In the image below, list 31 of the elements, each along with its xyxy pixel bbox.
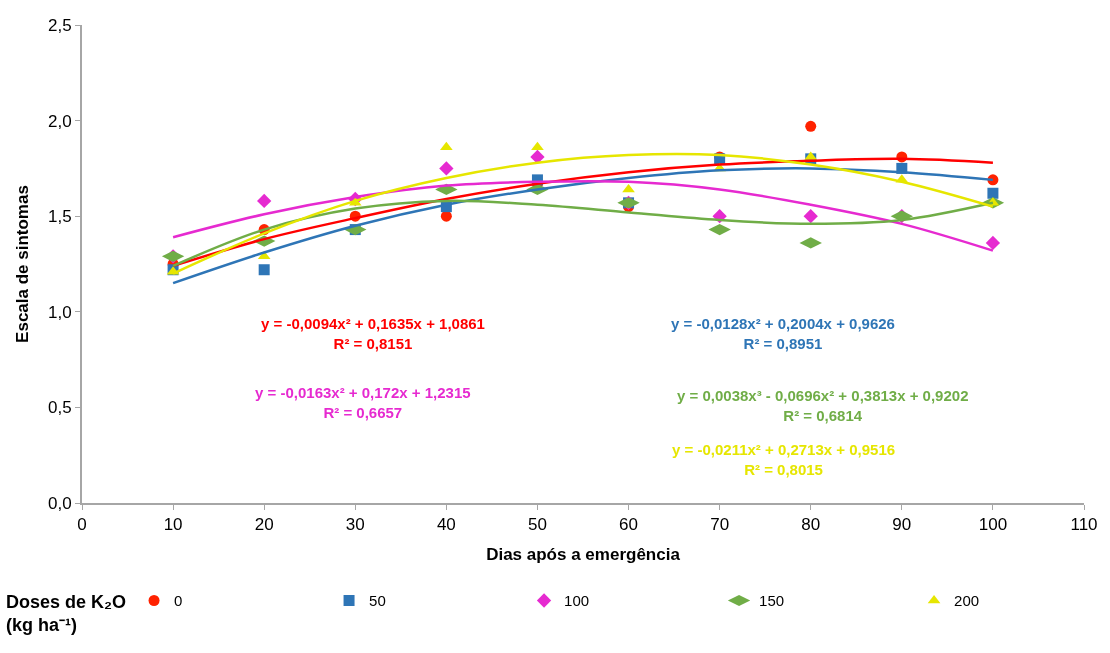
x-tick-label: 90	[892, 515, 912, 535]
annotation: y = -0,0211x² + 0,2713x + 0,9516 R² = 0,8015	[672, 441, 896, 478]
y-tick-label: 0,0	[47, 493, 72, 513]
x-tick-label: 100	[978, 515, 1008, 535]
x-tick-label: 70	[710, 515, 730, 535]
x-tick-label: 40	[436, 515, 456, 535]
annotation: y = -0,0163x² + 0,172x + 1,2315 R² = 0,6657	[255, 384, 471, 421]
y-tick-label: 0,5	[47, 398, 72, 418]
x-tick-label: 10	[163, 515, 183, 535]
legend-label: 200	[954, 592, 980, 610]
y-axis-title: Escala de sintomas	[13, 185, 33, 343]
legend-label: 50	[369, 592, 386, 610]
x-tick-label: 20	[254, 515, 274, 535]
x-tick-label: 60	[619, 515, 639, 535]
legend-label: 0	[174, 592, 183, 610]
x-tick-label: 50	[527, 515, 547, 535]
annotation: y = -0,0094x² + 0,1635x + 1,0861 R² = 0,8151	[261, 315, 485, 352]
y-tick-label: 1,5	[47, 207, 72, 227]
legend-label: 100	[564, 592, 590, 610]
x-tick-label: 30	[345, 515, 365, 535]
legend-title: Doses de K₂O (kg ha⁻¹)	[6, 591, 127, 636]
legend-label: 150	[759, 592, 785, 610]
x-tick-label: 80	[801, 515, 821, 535]
x-axis-title: Dias após a emergência	[486, 545, 681, 565]
y-tick-label: 2,0	[47, 111, 72, 131]
y-tick-label: 1,0	[47, 302, 72, 322]
annotation: y = -0,0128x² + 0,2004x + 0,9626 R² = 0,8951	[671, 315, 895, 352]
x-tick-label: 0	[77, 515, 87, 535]
y-tick-label: 2,5	[47, 15, 72, 35]
x-tick-label: 110	[1070, 515, 1098, 535]
annotation: y = 0,0038x³ - 0,0696x² + 0,3813x + 0,9202 R² = 0,6814	[677, 387, 969, 424]
